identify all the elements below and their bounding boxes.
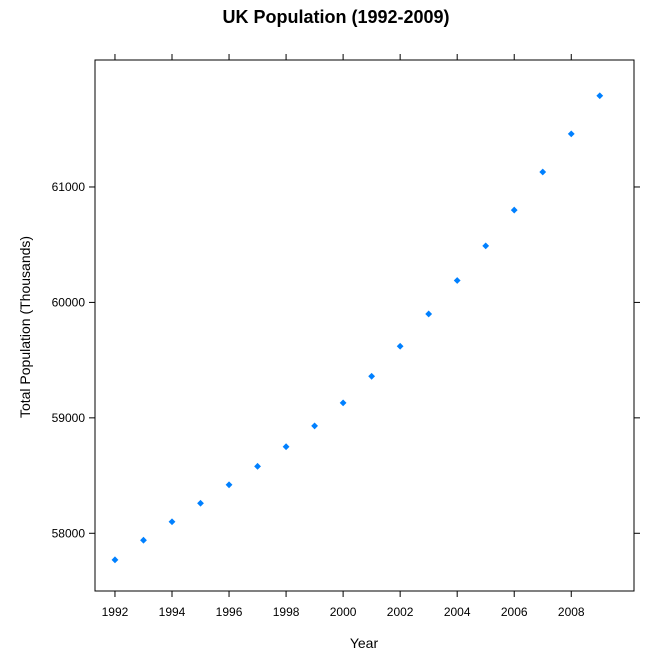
y-tick-label: 60000	[52, 295, 86, 309]
x-tick-label: 2000	[330, 605, 357, 619]
x-tick-label: 2002	[387, 605, 414, 619]
data-point	[197, 499, 204, 507]
data-point	[482, 242, 490, 250]
data-point	[567, 130, 575, 138]
data-point	[368, 372, 376, 380]
data-point	[510, 206, 518, 214]
x-tick-label: 2004	[444, 605, 471, 619]
data-point	[254, 462, 261, 470]
data-point	[453, 277, 461, 284]
data-point	[111, 556, 119, 564]
data-point	[140, 536, 147, 544]
x-tick-label: 1996	[216, 605, 243, 619]
y-tick-label: 61000	[52, 180, 86, 194]
x-tick-label: 2008	[558, 605, 585, 619]
data-points	[111, 92, 604, 564]
y-tick-label: 59000	[52, 411, 86, 425]
data-point	[396, 342, 404, 350]
data-point	[311, 422, 318, 430]
plot-frame	[94, 59, 635, 592]
y-axis-label: Total Population (Thousands)	[17, 236, 33, 418]
x-tick-label: 1992	[102, 605, 129, 619]
data-point	[225, 481, 233, 489]
chart-title: UK Population (1992-2009)	[222, 7, 449, 27]
data-point	[282, 443, 290, 451]
data-point	[425, 310, 433, 318]
data-point	[596, 92, 604, 100]
x-axis-label: Year	[350, 635, 379, 651]
x-axis-ticks: 1992 1994 1996 1998 2000 2002 2004 2006 2008	[102, 54, 585, 619]
x-tick-label: 2006	[501, 605, 528, 619]
data-point	[168, 518, 176, 526]
y-tick-label: 58000	[52, 526, 86, 540]
data-point	[339, 399, 347, 407]
data-point	[539, 168, 547, 176]
y-axis-ticks: 58000 59000 60000 61000	[52, 180, 640, 540]
x-tick-label: 1998	[273, 605, 300, 619]
x-tick-label: 1994	[159, 605, 186, 619]
